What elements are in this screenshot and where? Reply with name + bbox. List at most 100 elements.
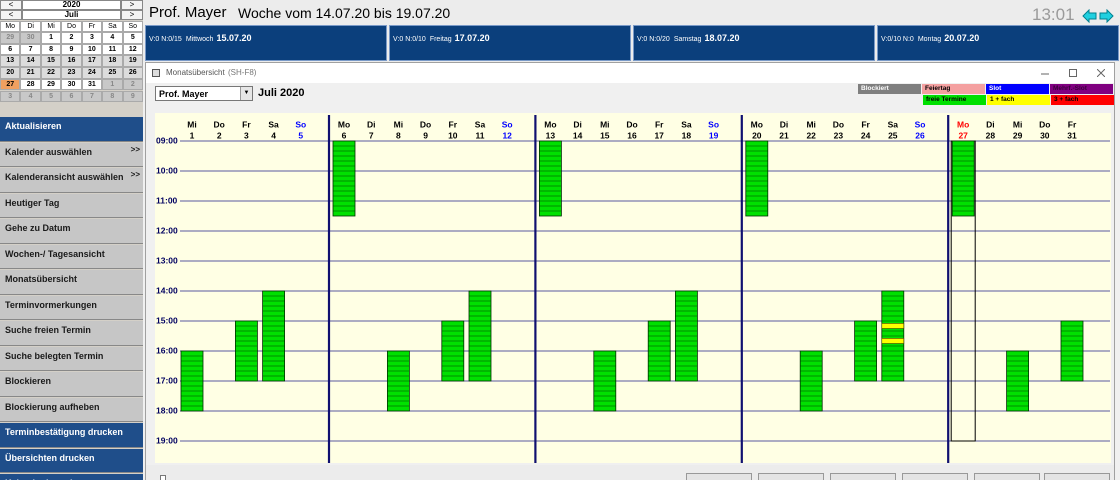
calendar-day[interactable]: 5 (122, 32, 143, 44)
menu-button[interactable]: Terminvormerkungen (0, 295, 143, 320)
weekday-label: Mi (600, 119, 609, 129)
day-date: 15.07.20 (216, 33, 252, 43)
calendar-day[interactable]: 21 (20, 67, 41, 79)
date-label: 30 (1040, 130, 1050, 140)
calendar-day[interactable]: 29 (40, 78, 62, 91)
calendar-day[interactable]: 5 (40, 90, 62, 103)
menu-label: Terminbestätigung drucken (5, 427, 123, 437)
calendar-day[interactable]: 2 (61, 32, 82, 44)
calendar-day[interactable]: 9 (122, 90, 143, 103)
weekday-label: Mi (1013, 119, 1022, 129)
checkbox[interactable] (160, 475, 166, 480)
calendar-day[interactable]: 14 (20, 55, 41, 68)
maximize-button[interactable] (1069, 69, 1077, 77)
calendar-day[interactable]: 12 (122, 43, 143, 56)
day-name: Montag (917, 36, 942, 43)
calendar-day[interactable]: 29 (0, 32, 21, 44)
footer-button[interactable] (830, 473, 896, 480)
menu-button[interactable]: Übersichten drucken (0, 448, 143, 473)
menu-label: Kalender auswählen (5, 146, 93, 157)
calendar-day[interactable]: 10 (81, 43, 103, 56)
footer-button[interactable] (686, 473, 752, 480)
menu-button[interactable]: Blockierung aufheben (0, 397, 143, 422)
calendar-day[interactable]: 17 (81, 55, 103, 68)
calendar-day[interactable]: 4 (102, 32, 123, 44)
calendar-day[interactable]: 1 (40, 32, 62, 44)
calendar-day[interactable]: 23 (61, 67, 82, 79)
day-box[interactable]: V:0 N:0/15 Mittwoch 15.07.20 (145, 25, 387, 61)
calendar-day[interactable]: 30 (61, 78, 82, 91)
weekday-header: Mo (0, 21, 21, 32)
calendar-day[interactable]: 13 (0, 55, 21, 68)
next-button[interactable]: > (121, 0, 143, 10)
calendar-day[interactable]: 20 (0, 67, 21, 79)
weekday-label: Di (367, 119, 376, 129)
footer-button[interactable] (1044, 473, 1110, 480)
menu-button[interactable]: Terminbestätigung drucken (0, 423, 143, 448)
calendar-day[interactable]: 1 (102, 78, 123, 91)
calendar-day[interactable]: 24 (81, 67, 103, 79)
day-box[interactable]: V:0 N:0/20 Samstag 18.07.20 (633, 25, 875, 61)
calendar-day[interactable]: 26 (122, 67, 143, 79)
calendar-day[interactable]: 15 (40, 55, 62, 68)
menu-button[interactable]: Suche freien Termin (0, 321, 143, 346)
menu-button[interactable]: Kalenderansicht auswählen >> (0, 168, 143, 193)
calendar-day[interactable]: 3 (81, 32, 103, 44)
calendar-day[interactable]: 11 (102, 43, 123, 56)
menu-button[interactable]: Suche belegten Termin (0, 346, 143, 371)
calendar-day[interactable]: 7 (20, 43, 41, 56)
calendar-day[interactable]: 25 (102, 67, 123, 79)
arrow-left[interactable] (1082, 9, 1097, 23)
month-label: Juli (22, 10, 121, 20)
minimize-button[interactable] (1041, 69, 1049, 77)
calendar-day[interactable]: 9 (61, 43, 82, 56)
menu-button[interactable]: Blockieren (0, 372, 143, 397)
nav-arrows[interactable] (1082, 9, 1114, 23)
calendar-day[interactable]: 3 (0, 90, 21, 103)
prev-button[interactable]: < (0, 10, 22, 20)
date-label: 1 (190, 130, 195, 140)
doctor-dropdown[interactable]: Prof. Mayer ▼ (155, 86, 253, 101)
calendar-day[interactable]: 31 (81, 78, 103, 91)
calendar-day[interactable]: 6 (0, 43, 21, 56)
calendar-day[interactable]: 27 (0, 78, 21, 91)
prev-button[interactable]: < (0, 0, 22, 10)
calendar-day[interactable]: 2 (122, 78, 143, 91)
calendar-day[interactable]: 22 (40, 67, 62, 79)
day-box[interactable]: V:0 N:0/10 Freitag 17.07.20 (389, 25, 631, 61)
menu-label: Wochen-/ Tagesansicht (5, 248, 105, 259)
weekday-label: Mo (544, 119, 556, 129)
menu-label: Blockierung aufheben (5, 401, 100, 412)
arrow-right[interactable] (1099, 9, 1114, 23)
month-grid: 09:00 10:00 11:00 12:00 13:00 14:00 15:00 16:00… (155, 113, 1111, 463)
calendar-day[interactable]: 30 (20, 32, 41, 44)
menu-label: Aktualisieren (5, 121, 62, 131)
menu-button[interactable]: Wochen-/ Tagesansicht (0, 244, 143, 269)
weekday-label: Do (214, 119, 225, 129)
calendar-day[interactable]: 8 (102, 90, 123, 103)
footer-button[interactable] (974, 473, 1040, 480)
menu-button[interactable]: Gehe zu Datum (0, 219, 143, 244)
calendar-day[interactable]: 4 (20, 90, 41, 103)
calendar-day[interactable]: 7 (81, 90, 103, 103)
menu-button[interactable]: Kalender beenden (0, 474, 143, 480)
menu-button[interactable]: Kalender auswählen >> (0, 142, 143, 167)
footer-button[interactable] (902, 473, 968, 480)
day-box[interactable]: V:0/10 N:0 Montag 20.07.20 (877, 25, 1119, 61)
week-range: Woche vom 14.07.20 bis 19.07.20 (238, 5, 451, 21)
date-label: 14 (573, 130, 583, 140)
calendar-day[interactable]: 8 (40, 43, 62, 56)
calendar-day[interactable]: 6 (61, 90, 82, 103)
calendar-day[interactable]: 16 (61, 55, 82, 68)
legend-item: Feiertag (922, 84, 985, 94)
calendar-day[interactable]: 19 (122, 55, 143, 68)
close-button[interactable] (1097, 69, 1105, 77)
calendar-day[interactable]: 28 (20, 78, 41, 91)
next-button[interactable]: > (121, 10, 143, 20)
calendar-day[interactable]: 18 (102, 55, 123, 68)
menu-button[interactable]: Heutiger Tag (0, 193, 143, 218)
menu-button[interactable]: Monatsübersicht (0, 270, 143, 295)
menu-button[interactable]: Aktualisieren (0, 117, 143, 142)
footer-button[interactable] (758, 473, 824, 480)
